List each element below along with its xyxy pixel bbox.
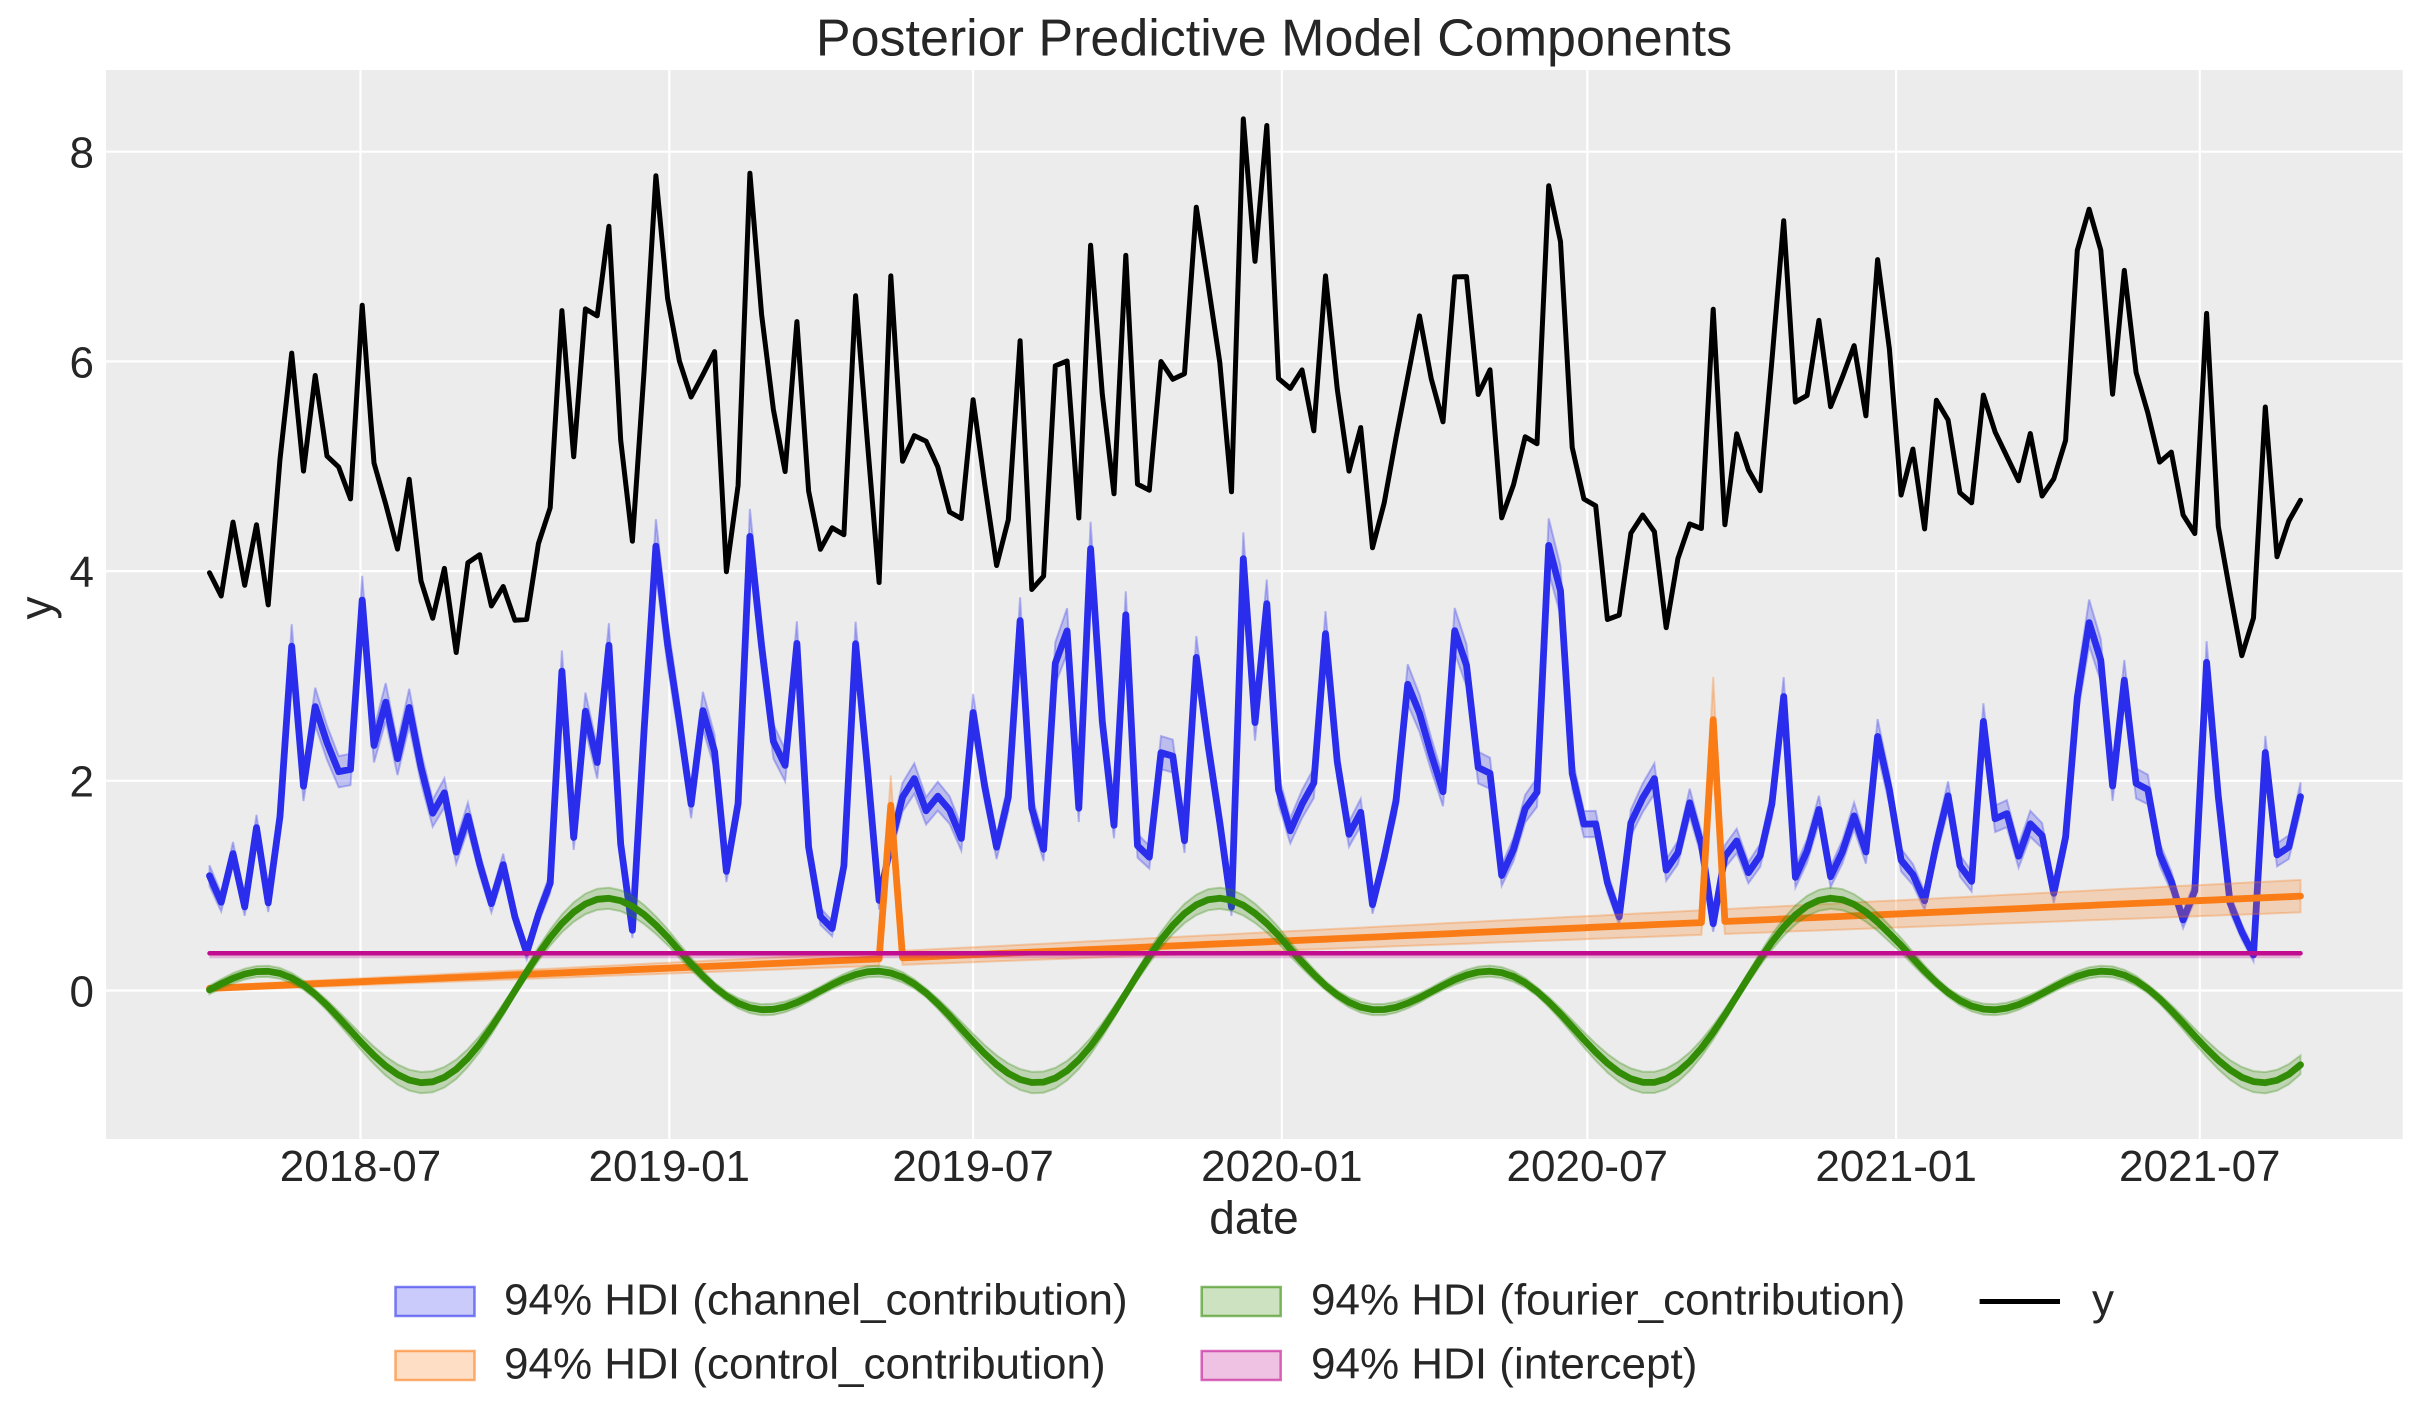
svg-text:date: date <box>1209 1192 1299 1244</box>
svg-text:2020-07: 2020-07 <box>1507 1142 1668 1191</box>
svg-text:2021-07: 2021-07 <box>2119 1142 2280 1191</box>
svg-text:2020-01: 2020-01 <box>1201 1142 1362 1191</box>
svg-text:94% HDI (fourier_contribution): 94% HDI (fourier_contribution) <box>1311 1276 1905 1325</box>
svg-text:y: y <box>2092 1276 2114 1325</box>
svg-text:94% HDI (channel_contribution): 94% HDI (channel_contribution) <box>504 1276 1128 1325</box>
svg-text:94% HDI (control_contribution): 94% HDI (control_contribution) <box>504 1340 1106 1389</box>
svg-text:Posterior Predictive Model Com: Posterior Predictive Model Components <box>816 10 1732 68</box>
svg-text:4: 4 <box>70 548 94 597</box>
svg-text:y: y <box>10 597 62 620</box>
svg-text:0: 0 <box>70 967 94 1016</box>
svg-text:2021-01: 2021-01 <box>1815 1142 1976 1191</box>
svg-text:2019-07: 2019-07 <box>892 1142 1053 1191</box>
svg-text:6: 6 <box>70 338 94 387</box>
svg-text:2: 2 <box>70 758 94 807</box>
svg-text:94% HDI (intercept): 94% HDI (intercept) <box>1311 1340 1697 1389</box>
svg-text:2019-01: 2019-01 <box>589 1142 750 1191</box>
svg-text:2018-07: 2018-07 <box>280 1142 441 1191</box>
svg-text:8: 8 <box>70 129 94 178</box>
